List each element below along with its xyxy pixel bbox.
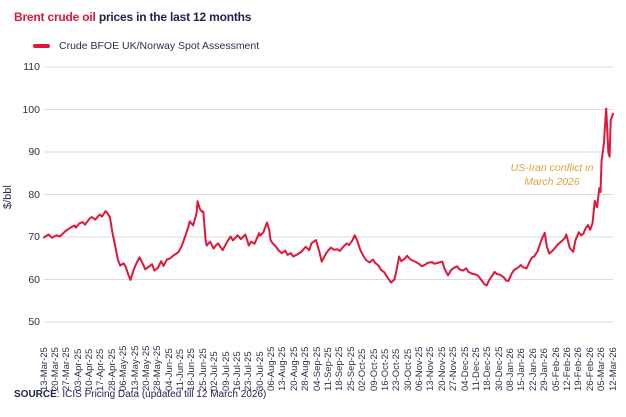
source-note: SOURCE: ICIS Pricing Data (updated till … xyxy=(14,389,266,400)
y-axis-tick-label: 80 xyxy=(28,188,40,201)
x-axis-tick-label: 11-Dec-25 xyxy=(470,347,482,391)
x-axis-tick-label: 12-Feb-26 xyxy=(561,347,573,391)
x-axis-tick-label: 18-Jun-25 xyxy=(186,348,198,391)
source-label: SOURCE xyxy=(14,389,57,400)
x-axis-tick-label: 05-Mar-26 xyxy=(596,347,608,391)
price-line-series xyxy=(43,107,614,287)
x-axis-tick-label: 11-Jun-25 xyxy=(175,348,187,391)
event-annotation-line1: US-Iran conflict in xyxy=(510,162,594,174)
y-axis-tick-label: 60 xyxy=(28,273,40,286)
x-axis-tick-label: 05-Feb-26 xyxy=(550,347,562,391)
x-axis-tick-label: 04-Dec-25 xyxy=(459,346,471,391)
x-axis-tick-label: 27-Nov-25 xyxy=(448,346,460,391)
x-axis-tick-label: 15-Jan-26 xyxy=(516,348,528,391)
chart-title-rest: prices in the last 12 months xyxy=(95,10,252,24)
x-axis-tick-label: 30-Oct-25 xyxy=(402,348,414,391)
chart-title-highlight: Brent crude oil xyxy=(14,10,96,24)
x-axis-tick-label: 28-May-25 xyxy=(152,345,164,391)
y-axis-tick-label: 110 xyxy=(23,61,40,73)
x-axis-tick-label: 27-Mar-25 xyxy=(61,347,73,391)
x-axis-tick-label: 18-Dec-25 xyxy=(482,346,494,391)
x-axis-tick-label: 20-Nov-25 xyxy=(436,346,448,391)
x-axis-tick-label: 17-Apr-25 xyxy=(95,348,107,391)
x-axis-tick-label: 03-Apr-25 xyxy=(72,348,84,391)
x-axis-tick-label: 11-Sep-25 xyxy=(323,347,334,391)
x-axis-tick-label: 06-Nov-25 xyxy=(414,346,426,391)
x-axis-tick-label: 12-Mar-26 xyxy=(607,347,619,391)
y-axis-tick-label: 100 xyxy=(22,103,40,116)
x-axis-tick-label: 02-Oct-25 xyxy=(357,348,369,391)
x-axis-tick-label: 25-Sep-25 xyxy=(345,346,357,391)
x-axis-tick-label: 13-May-25 xyxy=(129,345,141,391)
x-axis-tick-label: 09-Oct-25 xyxy=(368,348,380,391)
x-axis-tick-label: 04-Sep-25 xyxy=(311,346,323,391)
x-axis-tick-label: 23-Jul-25 xyxy=(243,351,255,391)
legend-line-marker-icon xyxy=(33,44,50,48)
legend: Crude BFOE UK/Norway Spot Assessment xyxy=(33,40,259,52)
x-axis-tick-label: 20-May-25 xyxy=(140,345,152,391)
x-axis-tick-label: 20-Aug-25 xyxy=(288,346,300,391)
x-axis-tick-label: 13-Nov-25 xyxy=(425,346,437,391)
x-axis-tick-label: 16-Oct-25 xyxy=(379,348,391,391)
x-axis-tick-label: 06-Aug-25 xyxy=(266,346,278,391)
x-axis-tick-label: 23-Oct-25 xyxy=(391,348,403,391)
x-axis-tick-label: 13-Aug-25 xyxy=(277,346,289,391)
x-axis-tick-label: 20-Mar-25 xyxy=(49,347,61,391)
y-axis-tick-label: 70 xyxy=(28,231,40,243)
y-axis-tick-label: 90 xyxy=(28,146,40,158)
source-text: : ICIS Pricing Data (updated till 12 Mar… xyxy=(56,389,267,400)
x-axis-tick-label: 16-Jul-25 xyxy=(231,351,243,391)
event-annotation: US-Iran conflict in March 2026 xyxy=(492,161,612,189)
event-annotation-line2: March 2026 xyxy=(524,176,580,188)
x-axis-tick-label: 08-Jan-26 xyxy=(505,348,517,391)
x-axis-tick-label: 29-Jan-26 xyxy=(539,348,551,391)
x-axis-tick-label: 09-Jul-25 xyxy=(220,351,232,391)
x-axis-tick-label: 04-Jun-25 xyxy=(163,348,175,391)
x-axis-tick-label: 26-Feb-26 xyxy=(584,347,596,391)
x-axis-tick-label: 13-Mar-25 xyxy=(38,347,50,391)
x-axis-tick-label: 06-May-25 xyxy=(118,345,130,391)
x-axis-tick-label: 28-Apr-25 xyxy=(106,348,118,391)
legend-label: Crude BFOE UK/Norway Spot Assessment xyxy=(59,40,260,52)
x-axis-tick-label: 30-Dec-25 xyxy=(493,346,505,391)
x-axis-tick-label: 18-Sep-25 xyxy=(334,346,346,391)
y-axis-tick-label: 50 xyxy=(28,316,40,328)
x-axis-tick-label: 02-Jul-25 xyxy=(209,351,221,391)
x-axis-tick-label: 10-Apr-25 xyxy=(84,348,96,391)
x-axis-tick-label: 19-Feb-26 xyxy=(573,347,585,391)
x-axis-tick-label: 25-Jun-25 xyxy=(197,348,209,391)
x-axis-tick-label: 28-Aug-25 xyxy=(300,346,312,391)
x-axis-tick-label: 30-Jul-25 xyxy=(254,351,266,391)
chart-title: Brent crude oil prices in the last 12 mo… xyxy=(14,10,251,24)
x-axis-tick-label: 22-Jan-26 xyxy=(527,348,539,391)
